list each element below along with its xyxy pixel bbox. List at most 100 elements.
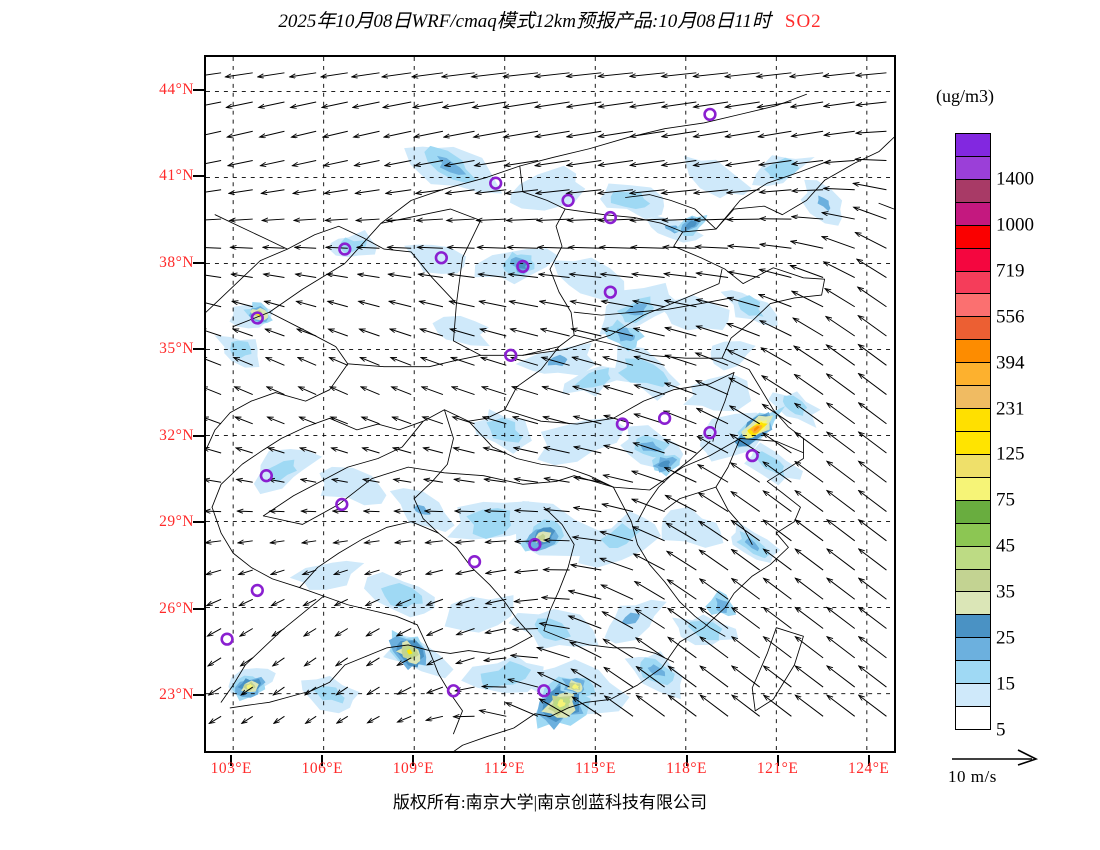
border-nw-edge	[206, 400, 252, 451]
wind-vector-arrow	[240, 657, 254, 666]
city-marker[interactable]	[489, 176, 503, 190]
wind-vector-arrow	[292, 160, 317, 166]
wind-vector-arrow	[630, 219, 665, 220]
wind-vector-arrow	[354, 160, 380, 166]
wind-vector-arrow	[603, 639, 634, 659]
wind-vector-arrow	[209, 686, 222, 695]
wind-vector-arrow	[763, 491, 792, 512]
city-marker[interactable]	[467, 555, 482, 569]
wind-vector-arrow	[790, 265, 824, 278]
city-marker[interactable]	[657, 411, 672, 425]
wind-vector-arrow	[206, 189, 222, 193]
wind-vector-arrow	[228, 160, 253, 166]
city-marker[interactable]	[528, 537, 542, 552]
city-marker[interactable]	[259, 469, 274, 483]
wind-vector-arrow	[598, 72, 634, 77]
wind-vector-arrow	[396, 598, 412, 605]
wind-vector-arrow	[392, 417, 412, 425]
wind-vector-arrow	[630, 130, 665, 136]
wind-vector-arrow	[515, 541, 538, 542]
wind-vector-arrow	[418, 274, 443, 279]
wind-vector-arrow	[393, 448, 412, 454]
city-marker[interactable]	[516, 259, 530, 274]
wind-vector-arrow	[361, 387, 380, 396]
wind-vector-arrow	[664, 274, 697, 279]
city-marker[interactable]	[250, 311, 264, 325]
longitude-tick	[230, 755, 233, 766]
wind-vector-arrow	[542, 387, 570, 396]
wind-vector-arrow	[827, 666, 856, 688]
colorbar-swatch	[956, 317, 990, 341]
wind-vector-arrow	[795, 432, 824, 454]
wind-vector-arrow	[303, 598, 317, 605]
concentration-contour	[618, 358, 669, 388]
wind-vector-arrow	[386, 189, 412, 194]
wind-vector-arrow	[825, 289, 855, 308]
wind-vector-arrow	[853, 183, 887, 191]
wind-vector-arrow	[232, 301, 253, 308]
wind-vector-arrow	[334, 569, 348, 574]
wind-vector-arrow	[662, 189, 697, 193]
city-marker[interactable]	[335, 497, 349, 512]
city-marker[interactable]	[561, 193, 575, 208]
border-guangxi-sw	[229, 655, 367, 709]
concentration-contour	[640, 441, 663, 452]
wind-vector-arrow	[791, 130, 824, 136]
wind-vector-arrow	[795, 607, 824, 629]
wind-vector-arrow	[694, 130, 729, 136]
wind-vector-arrow	[328, 301, 348, 308]
wind-vector-arrow	[473, 101, 507, 107]
wind-vector-arrow	[505, 160, 539, 166]
concentration-contour	[655, 295, 730, 331]
city-marker[interactable]	[446, 684, 461, 698]
wind-vector-arrow	[456, 541, 475, 543]
wind-vector-arrow	[290, 72, 317, 77]
city-marker[interactable]	[434, 251, 448, 265]
city-marker[interactable]	[703, 425, 717, 440]
wind-vector-arrow	[326, 247, 348, 248]
wind-vector-arrow	[304, 657, 317, 666]
wind-vector-arrow	[668, 637, 697, 659]
wind-vector-arrow	[571, 329, 602, 337]
wind-vector-arrow	[299, 387, 317, 396]
wind-vector-arrow	[365, 569, 380, 574]
border-hebei-n	[625, 194, 717, 230]
wind-vector-arrow	[260, 130, 285, 137]
wind-vector-arrow	[321, 72, 348, 77]
wind-vector-arrow	[537, 219, 570, 220]
city-marker[interactable]	[220, 632, 234, 646]
wind-vector-arrow	[567, 189, 602, 194]
wind-vector-arrow	[544, 478, 570, 483]
city-marker[interactable]	[703, 107, 717, 122]
wind-vector-arrow	[293, 189, 317, 194]
city-marker[interactable]	[603, 210, 618, 225]
wind-vector-arrow	[268, 448, 285, 454]
city-marker[interactable]	[615, 417, 630, 431]
city-marker[interactable]	[537, 684, 551, 698]
wind-vector-arrow	[206, 274, 222, 279]
city-marker[interactable]	[250, 583, 264, 598]
city-marker[interactable]	[338, 242, 352, 256]
wind-vector-arrow	[571, 669, 602, 688]
wind-vector-arrow	[478, 274, 507, 279]
map-plot-area[interactable]	[204, 55, 896, 753]
wind-vector-arrow	[294, 219, 317, 220]
city-marker[interactable]	[603, 285, 618, 299]
wind-vector-arrow	[859, 374, 887, 395]
city-marker[interactable]	[745, 448, 759, 463]
city-marker[interactable]	[504, 348, 518, 362]
colorbar[interactable]	[955, 133, 991, 730]
wind-vector-arrow	[509, 301, 539, 308]
wind-vector-arrow	[633, 301, 665, 308]
wind-vector-arrow	[764, 666, 792, 688]
colorbar-swatch	[956, 523, 990, 547]
colorbar-tick-label: 1400	[996, 168, 1034, 190]
border-hunan-w	[437, 532, 533, 637]
concentration-contour	[486, 417, 523, 443]
wind-vector-arrow	[567, 219, 602, 220]
wind-vector-arrow	[763, 520, 792, 542]
wind-vector-arrow	[757, 72, 792, 77]
wind-vector-arrow	[727, 219, 760, 220]
wind-vector-arrow	[698, 465, 729, 483]
